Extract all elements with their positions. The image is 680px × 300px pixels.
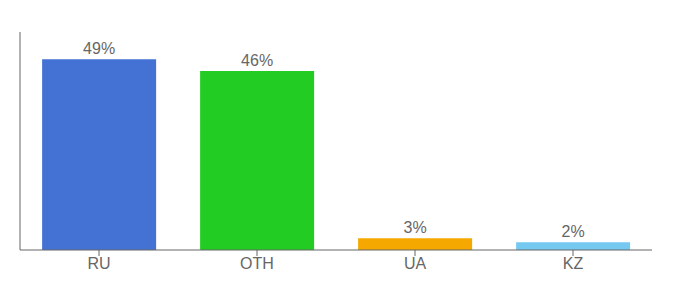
svg-text:2%: 2% [562,223,585,240]
svg-text:49%: 49% [83,40,115,57]
svg-text:KZ: KZ [563,255,584,272]
svg-text:RU: RU [87,255,110,272]
svg-text:46%: 46% [241,52,273,69]
svg-text:OTH: OTH [240,255,274,272]
svg-text:3%: 3% [404,219,427,236]
svg-text:UA: UA [404,255,427,272]
